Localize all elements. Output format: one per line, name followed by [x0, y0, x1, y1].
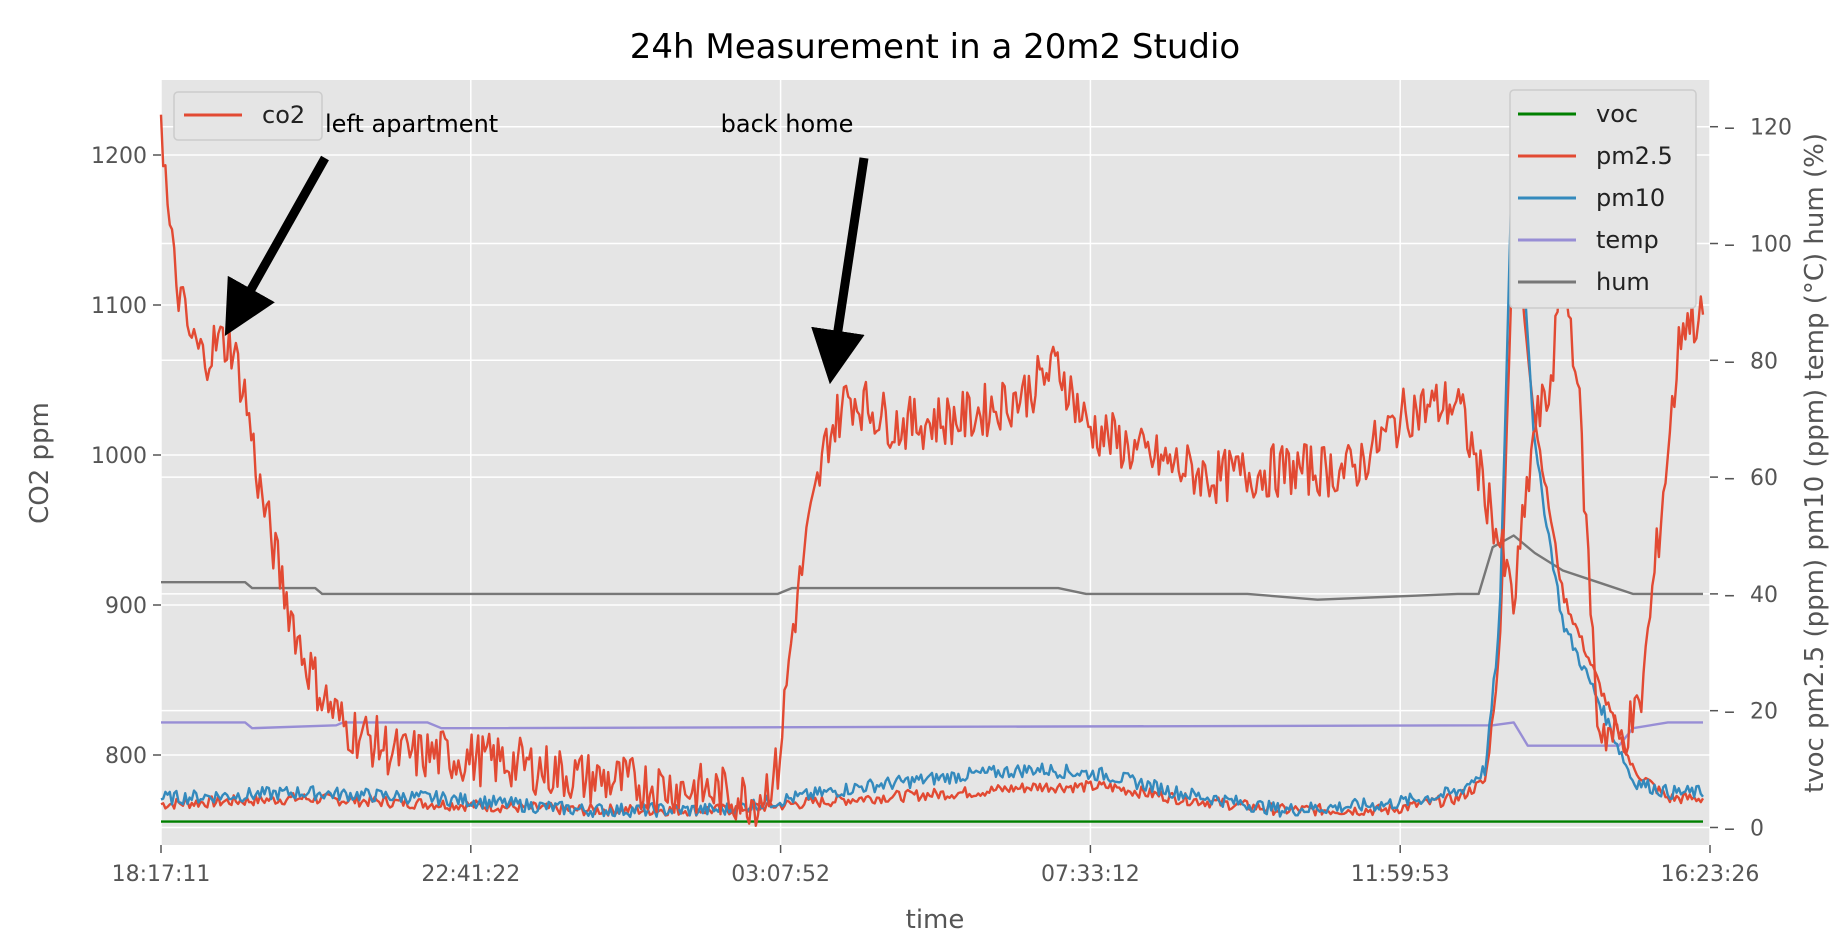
series-line-pm25	[160, 220, 1705, 817]
chart-title: 24h Measurement in a 20m2 Studio	[630, 27, 1240, 67]
y-tick-label-left: 900	[105, 594, 147, 619]
legend-label-temp: temp	[1596, 226, 1659, 254]
y-tick-label-right: 80	[1750, 349, 1778, 374]
grid	[160, 80, 1711, 845]
y-tick-label-left: 1000	[91, 444, 147, 469]
y-tick-dash-right: –	[1724, 233, 1735, 258]
x-tick-label: 22:41:22	[421, 862, 520, 887]
x-tick-label: 11:59:53	[1351, 862, 1450, 887]
y-tick-dash-right: –	[1724, 349, 1735, 374]
legend-label-hum: hum	[1596, 268, 1650, 296]
y-tick-label-right: 40	[1750, 583, 1778, 608]
y-axis-label-right: tvoc pm2.5 (ppm) pm10 (ppm) temp (°C) hu…	[1800, 133, 1830, 793]
y-tick-dash-right: –	[1724, 116, 1735, 141]
y-tick-dash-right: –	[1724, 466, 1735, 491]
y-tick-label-right: 20	[1750, 700, 1778, 725]
annotations: left apartment back home	[224, 110, 869, 385]
annotation-arrow	[224, 155, 329, 337]
y-tick-label-right: 100	[1750, 233, 1792, 258]
legend-label-pm25: pm2.5	[1596, 142, 1673, 170]
x-tick-label: 16:23:26	[1661, 862, 1760, 887]
series-line-pm10	[160, 113, 1704, 819]
x-axis-label: time	[906, 905, 965, 935]
legend-label-co2: co2	[262, 101, 305, 129]
plot-background	[161, 80, 1710, 845]
annotation-arrow	[811, 157, 869, 385]
y-tick-label-left: 800	[105, 744, 147, 769]
legend-left-box	[173, 91, 323, 141]
legend-right-box	[1509, 89, 1697, 309]
series-line-co2	[159, 114, 1705, 827]
y-tick-label-right: 0	[1750, 816, 1764, 841]
annotation-text: left apartment	[325, 110, 498, 138]
x-tick-label: 03:07:52	[731, 862, 830, 887]
legends: co2 voc pm2.5 pm10 temp hum	[173, 89, 1697, 309]
y-tick-label-left: 1200	[91, 144, 147, 169]
series-lines	[159, 113, 1705, 827]
series-line-temp	[161, 721, 1703, 747]
y-tick-label-left: 1100	[91, 294, 147, 319]
y-tick-dash-right: –	[1724, 700, 1735, 725]
annotation-text: back home	[721, 110, 854, 138]
axis-ticks: 18:17:11 22:41:22 03:07:52 07:33:12 11:59:53…	[91, 116, 1792, 887]
y-tick-label-right: 60	[1750, 466, 1778, 491]
legend-label-voc: voc	[1596, 100, 1638, 128]
legend-label-pm10: pm10	[1596, 184, 1665, 212]
y-tick-label-right: 120	[1750, 116, 1792, 141]
y-tick-dash-right: –	[1724, 816, 1735, 841]
x-tick-label: 07:33:12	[1041, 862, 1140, 887]
y-tick-dash-right: –	[1724, 583, 1735, 608]
x-tick-label: 18:17:11	[112, 862, 211, 887]
y-axis-label-left: CO2 ppm	[25, 402, 55, 524]
